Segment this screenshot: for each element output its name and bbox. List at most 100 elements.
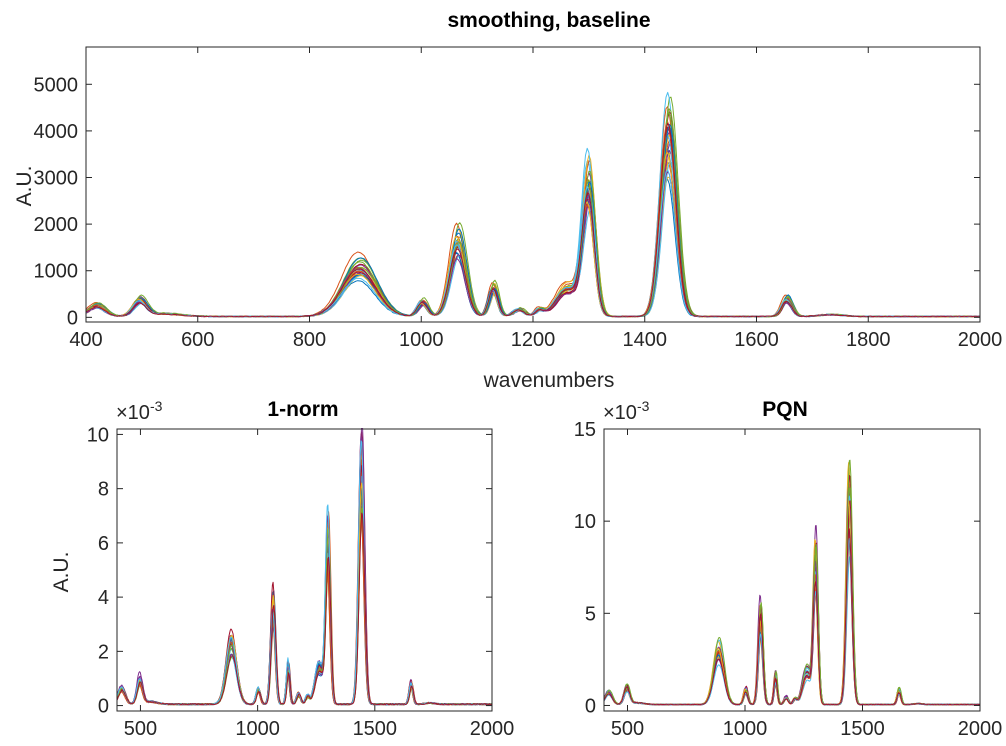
series-line xyxy=(117,438,492,706)
y-tick-label: 10 xyxy=(574,511,596,533)
x-tick-label: 500 xyxy=(611,718,644,740)
series-line xyxy=(86,152,980,318)
series-line xyxy=(604,538,980,706)
series-line xyxy=(117,464,492,706)
series-line xyxy=(604,529,980,706)
series-line xyxy=(604,487,980,706)
y-tick-label: 5000 xyxy=(34,74,79,96)
series-line xyxy=(86,127,980,318)
series-line xyxy=(117,486,492,706)
series-line xyxy=(86,121,980,318)
series-line xyxy=(604,555,980,706)
x-tick-label: 1000 xyxy=(723,718,768,740)
series-line xyxy=(604,527,980,706)
series-line xyxy=(604,500,980,706)
axes-frame xyxy=(603,428,981,712)
y-tick-label: 5 xyxy=(585,603,596,625)
series-line xyxy=(117,470,492,706)
series-line xyxy=(86,151,980,318)
series-line xyxy=(86,122,980,318)
y-tick-label: 3000 xyxy=(34,168,79,190)
series-group xyxy=(86,91,980,318)
plot-area: 400 600 800 1000 1200 1400 1600 1800 2000 0 1000 20… xyxy=(34,46,1003,351)
series-line xyxy=(604,529,980,706)
series-line xyxy=(117,477,492,706)
series-line xyxy=(604,535,980,706)
series-line xyxy=(86,108,980,318)
series-group xyxy=(117,428,492,706)
x-tick-label: 400 xyxy=(69,329,102,351)
series-line xyxy=(86,169,980,318)
series-line xyxy=(604,528,980,706)
series-line xyxy=(117,506,492,706)
x-tick-label: 1800 xyxy=(846,329,891,351)
series-line xyxy=(117,482,492,706)
series-line xyxy=(604,529,980,706)
x-tick-label: 1600 xyxy=(734,329,779,351)
series-line xyxy=(117,471,492,706)
series-line xyxy=(117,507,492,706)
series-line xyxy=(86,171,980,318)
series-line xyxy=(86,123,980,318)
series-line xyxy=(117,497,492,706)
x-tick-label: 600 xyxy=(181,329,214,351)
x-tick-label: 800 xyxy=(293,329,326,351)
series-line xyxy=(604,483,980,706)
y-tick-label: 1000 xyxy=(34,261,79,283)
series-line xyxy=(117,459,492,706)
x-tick-label: 1200 xyxy=(511,329,556,351)
y-tick-label: 2000 xyxy=(34,214,79,236)
series-line xyxy=(117,479,492,706)
y-tick-label: 15 xyxy=(574,419,596,441)
series-line xyxy=(117,440,492,706)
series-line xyxy=(604,500,980,706)
plot-area: 500 1000 1500 2000 0 2 4 6 8 10 xyxy=(87,424,515,740)
series-line xyxy=(86,179,980,318)
series-line xyxy=(604,462,980,706)
series-line xyxy=(117,474,492,706)
series-line xyxy=(86,161,980,318)
series-line xyxy=(117,431,492,706)
x-axis-label: wavenumbers xyxy=(483,369,615,392)
series-line xyxy=(86,176,980,318)
x-tick-label: 2000 xyxy=(958,329,1003,351)
series-line xyxy=(86,125,980,318)
series-line xyxy=(604,527,980,706)
chart-1-norm: 1-norm A.U. ×10-3 500 1000 1500 2000 0 2 4 6 8 10 xyxy=(50,398,514,740)
series-line xyxy=(117,512,492,706)
series-line xyxy=(117,428,492,706)
x-tick-label: 1000 xyxy=(399,329,444,351)
chart-title: PQN xyxy=(762,398,808,421)
series-line xyxy=(604,539,980,706)
series-line xyxy=(604,514,980,706)
series-line xyxy=(86,112,980,318)
series-line xyxy=(86,134,980,318)
series-line xyxy=(117,487,492,706)
series-line xyxy=(86,111,980,318)
series-line xyxy=(117,455,492,706)
chart-title: 1-norm xyxy=(267,398,338,421)
series-line xyxy=(117,465,492,706)
series-line xyxy=(117,490,492,706)
y-axis-label: A.U. xyxy=(13,166,36,207)
series-line xyxy=(86,96,980,318)
y-tick-label: 6 xyxy=(98,533,109,555)
series-line xyxy=(117,472,492,706)
series-line xyxy=(604,499,980,706)
series-line xyxy=(604,514,980,706)
series-line xyxy=(86,131,980,318)
series-line xyxy=(604,514,980,706)
series-line xyxy=(86,149,980,318)
series-group xyxy=(604,459,980,706)
x-tick-label: 1500 xyxy=(840,718,885,740)
series-line xyxy=(604,530,980,706)
chart-pqn: PQN ×10-3 500 1000 1500 2000 0 5 10 15 xyxy=(574,398,1003,740)
series-line xyxy=(604,495,980,706)
series-line xyxy=(117,434,492,706)
series-line xyxy=(86,161,980,318)
series-line xyxy=(604,459,980,706)
x-tick-label: 1400 xyxy=(623,329,668,351)
series-line xyxy=(117,480,492,706)
plot-area: 500 1000 1500 2000 0 5 10 15 xyxy=(574,419,1003,740)
x-tick-label: 2000 xyxy=(470,718,515,740)
